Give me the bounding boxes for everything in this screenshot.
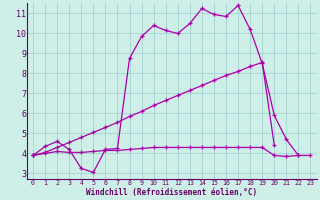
X-axis label: Windchill (Refroidissement éolien,°C): Windchill (Refroidissement éolien,°C) bbox=[86, 188, 257, 197]
